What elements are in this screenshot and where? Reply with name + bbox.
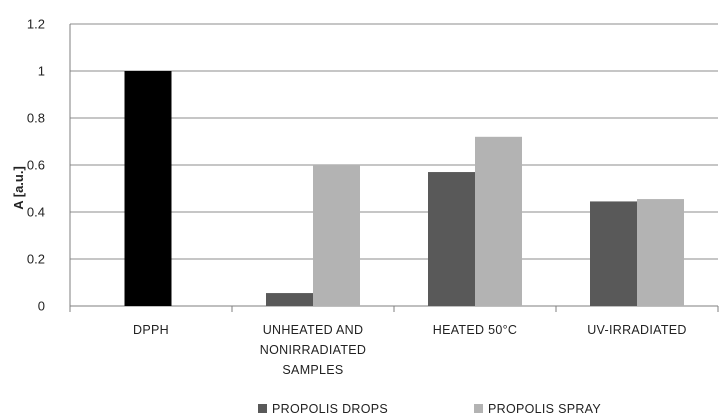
bar-propolis-spray bbox=[313, 165, 360, 306]
bars bbox=[124, 71, 684, 306]
legend-label: PROPOLIS DROPS bbox=[272, 402, 388, 416]
y-tick-label: 0.6 bbox=[27, 158, 45, 173]
x-category-label: SAMPLES bbox=[282, 363, 343, 377]
y-tick-label: 1 bbox=[38, 64, 45, 79]
bar-propolis-drops bbox=[590, 201, 637, 306]
x-category-label: DPPH bbox=[133, 323, 169, 337]
bar-propolis-drops bbox=[266, 293, 313, 306]
legend: PROPOLIS DROPS PROPOLIS SPRAY bbox=[258, 402, 601, 416]
legend-swatch bbox=[474, 404, 483, 413]
bar-dpph bbox=[124, 71, 172, 306]
bar-propolis-spray bbox=[637, 199, 684, 306]
bar-propolis-spray bbox=[475, 136, 522, 306]
x-category-label: NONIRRADIATED bbox=[260, 343, 366, 357]
x-category-labels: DPPH UNHEATED AND NONIRRADIATED SAMPLES HEAT… bbox=[133, 323, 687, 377]
y-tick-label: 0.8 bbox=[27, 111, 45, 126]
y-tick-label: 1.2 bbox=[27, 17, 45, 32]
legend-label: PROPOLIS SPRAY bbox=[488, 402, 601, 416]
y-tick-label: 0 bbox=[38, 299, 45, 314]
y-tick-labels: 0 0.2 0.4 0.6 0.8 1 1.2 bbox=[27, 17, 45, 314]
y-tick-label: 0.4 bbox=[27, 205, 45, 220]
y-axis-label: A [a.u.] bbox=[11, 166, 26, 210]
x-category-label: UNHEATED AND bbox=[263, 323, 364, 337]
x-category-label: UV-IRRADIATED bbox=[587, 323, 687, 337]
y-tick-label: 0.2 bbox=[27, 252, 45, 267]
bar-propolis-drops bbox=[428, 172, 475, 306]
legend-swatch bbox=[258, 404, 267, 413]
x-category-label: HEATED 50°C bbox=[433, 323, 517, 337]
